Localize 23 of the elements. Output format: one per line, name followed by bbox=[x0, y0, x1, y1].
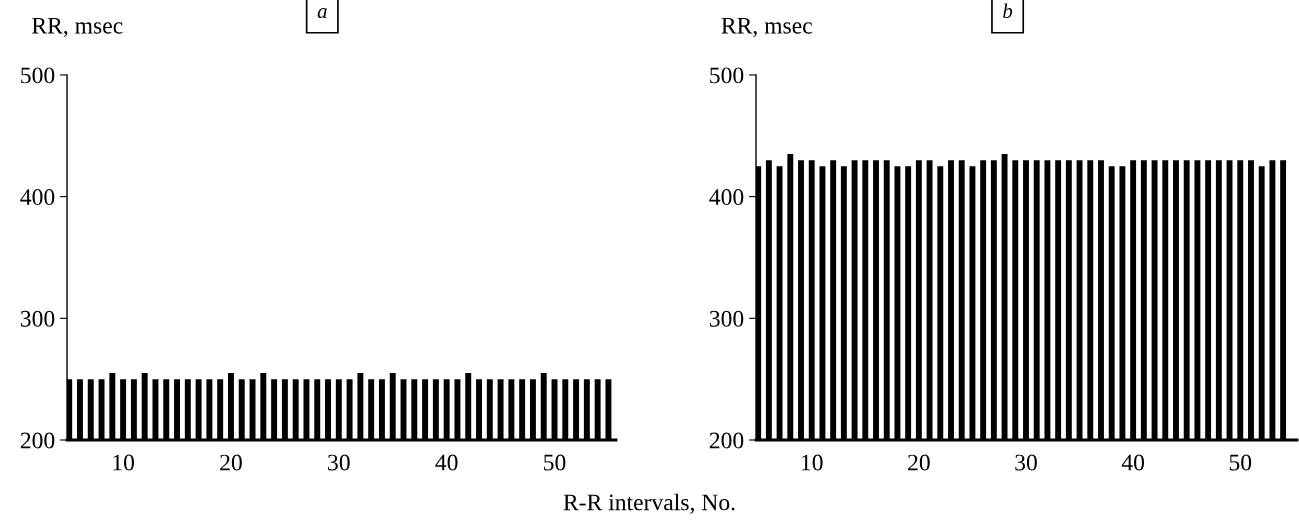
chart-title: a bbox=[317, 8, 327, 19]
x-tick-label: 40 bbox=[1121, 454, 1145, 471]
x-tick-label: 30 bbox=[328, 454, 350, 471]
x-tick-label: 50 bbox=[1229, 454, 1252, 471]
x-tick-label: 30 bbox=[1015, 454, 1037, 471]
y-tick-label: 500 bbox=[710, 67, 744, 84]
y-tick-label: 200 bbox=[20, 432, 55, 449]
y-tick-label: 300 bbox=[20, 310, 55, 327]
x-axis-title: R-R intervals, No. bbox=[563, 493, 735, 514]
x-tick-label: 10 bbox=[113, 454, 135, 471]
y-tick-label: 500 bbox=[21, 67, 55, 84]
x-tick-label: 50 bbox=[544, 454, 566, 471]
y-tick-label: 400 bbox=[709, 189, 744, 206]
y-tick-label: 300 bbox=[709, 310, 744, 327]
x-tick-label: 20 bbox=[220, 454, 242, 471]
x-tick-label: 40 bbox=[435, 454, 458, 471]
x-tick-label: 10 bbox=[802, 454, 823, 471]
x-tick-label: 20 bbox=[908, 454, 930, 471]
y-tick-label: 400 bbox=[20, 189, 55, 206]
chart-title: b bbox=[1003, 3, 1013, 19]
y-tick-label: 200 bbox=[709, 432, 744, 449]
y-axis-title: RR, msec bbox=[721, 17, 812, 38]
y-axis-title: RR, msec bbox=[32, 17, 123, 38]
